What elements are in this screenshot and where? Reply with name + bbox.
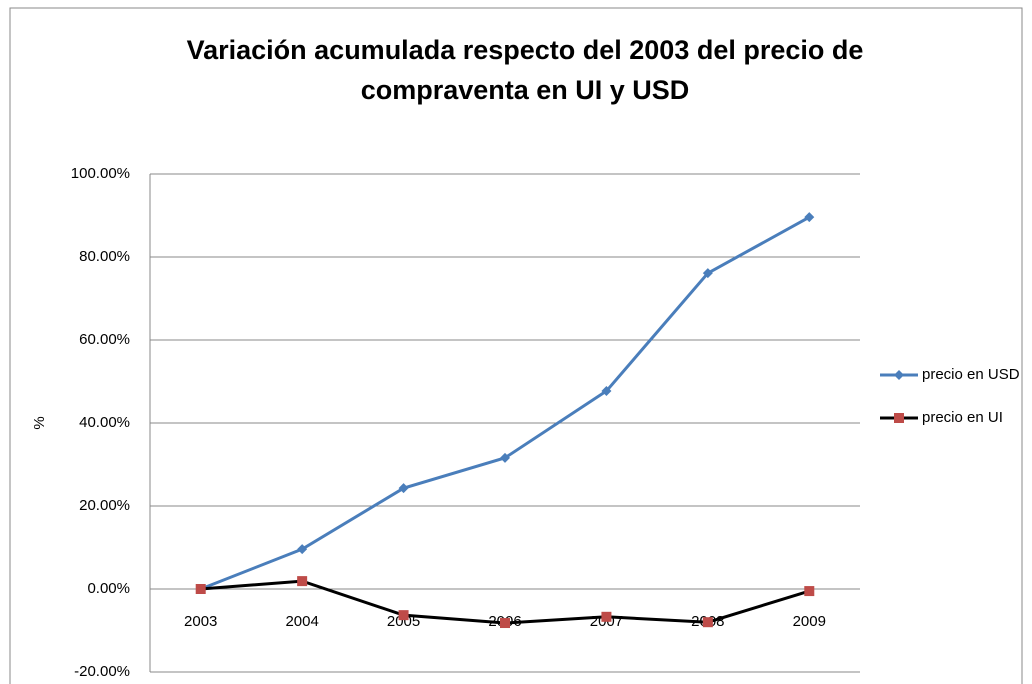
marker bbox=[297, 576, 308, 587]
y-axis-label: % bbox=[31, 416, 48, 429]
legend-label: precio en UI bbox=[922, 409, 1003, 426]
marker bbox=[500, 452, 510, 463]
y-tick-label: 0.00% bbox=[87, 580, 130, 597]
y-tick-label: 60.00% bbox=[79, 331, 130, 348]
x-tick-label: 2009 bbox=[793, 613, 826, 630]
chart-frame bbox=[9, 7, 1023, 684]
legend-marker bbox=[894, 370, 904, 380]
marker bbox=[297, 544, 308, 555]
y-tick-label: 80.00% bbox=[79, 248, 130, 265]
marker bbox=[601, 611, 612, 622]
chart-title: Variación acumulada respecto del 2003 de… bbox=[187, 35, 864, 65]
y-tick-label: 100.00% bbox=[71, 165, 130, 182]
marker bbox=[500, 618, 510, 629]
marker bbox=[195, 584, 206, 594]
marker bbox=[804, 586, 815, 597]
marker bbox=[702, 617, 713, 628]
legend-label: precio en USD bbox=[922, 366, 1020, 383]
marker bbox=[804, 212, 815, 223]
marker bbox=[398, 483, 409, 494]
y-tick-label: 20.00% bbox=[79, 497, 130, 514]
x-tick-label: 2004 bbox=[285, 613, 318, 630]
marker bbox=[702, 268, 713, 279]
x-tick-label: 2003 bbox=[184, 613, 217, 630]
chart-title: compraventa en UI y USD bbox=[361, 75, 690, 105]
y-tick-label: -20.00% bbox=[74, 663, 130, 680]
marker bbox=[601, 386, 612, 397]
y-tick-label: 40.00% bbox=[79, 414, 130, 431]
marker bbox=[398, 610, 409, 621]
legend-marker bbox=[894, 413, 904, 423]
